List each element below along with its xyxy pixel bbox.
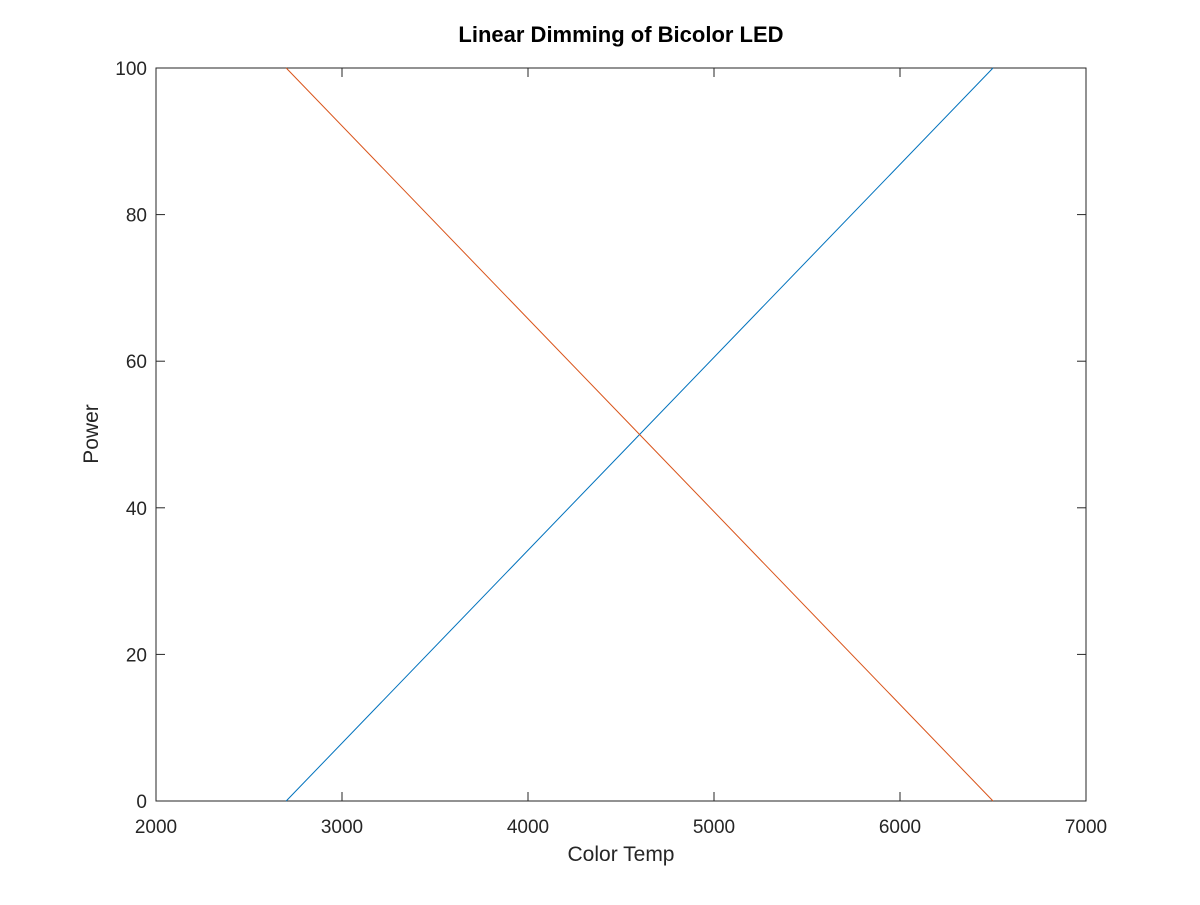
chart-title: Linear Dimming of Bicolor LED [458,22,783,47]
y-axis-label: Power [80,404,103,464]
plot-area [155,67,1087,802]
y-tick-label: 0 [136,792,147,813]
y-tick-label: 60 [126,352,147,373]
y-tick-label: 80 [126,206,147,227]
y-tick-label: 40 [126,499,147,520]
x-tick-label: 4000 [507,817,549,838]
x-tick-label: 3000 [321,817,363,838]
x-tick-label: 5000 [693,817,735,838]
x-axis-label: Color Temp [568,843,675,866]
axis-ticks: 2000 3000 4000 5000 6000 7000 0 20 40 60 80 100 [115,59,1107,838]
y-tick-label: 100 [115,59,147,80]
x-tick-label: 6000 [879,817,921,838]
y-tick-label: 20 [126,645,147,666]
series-layer [285,67,994,802]
series-line-2 [285,67,994,802]
x-tick-label: 7000 [1065,817,1107,838]
x-tick-label: 2000 [135,817,177,838]
